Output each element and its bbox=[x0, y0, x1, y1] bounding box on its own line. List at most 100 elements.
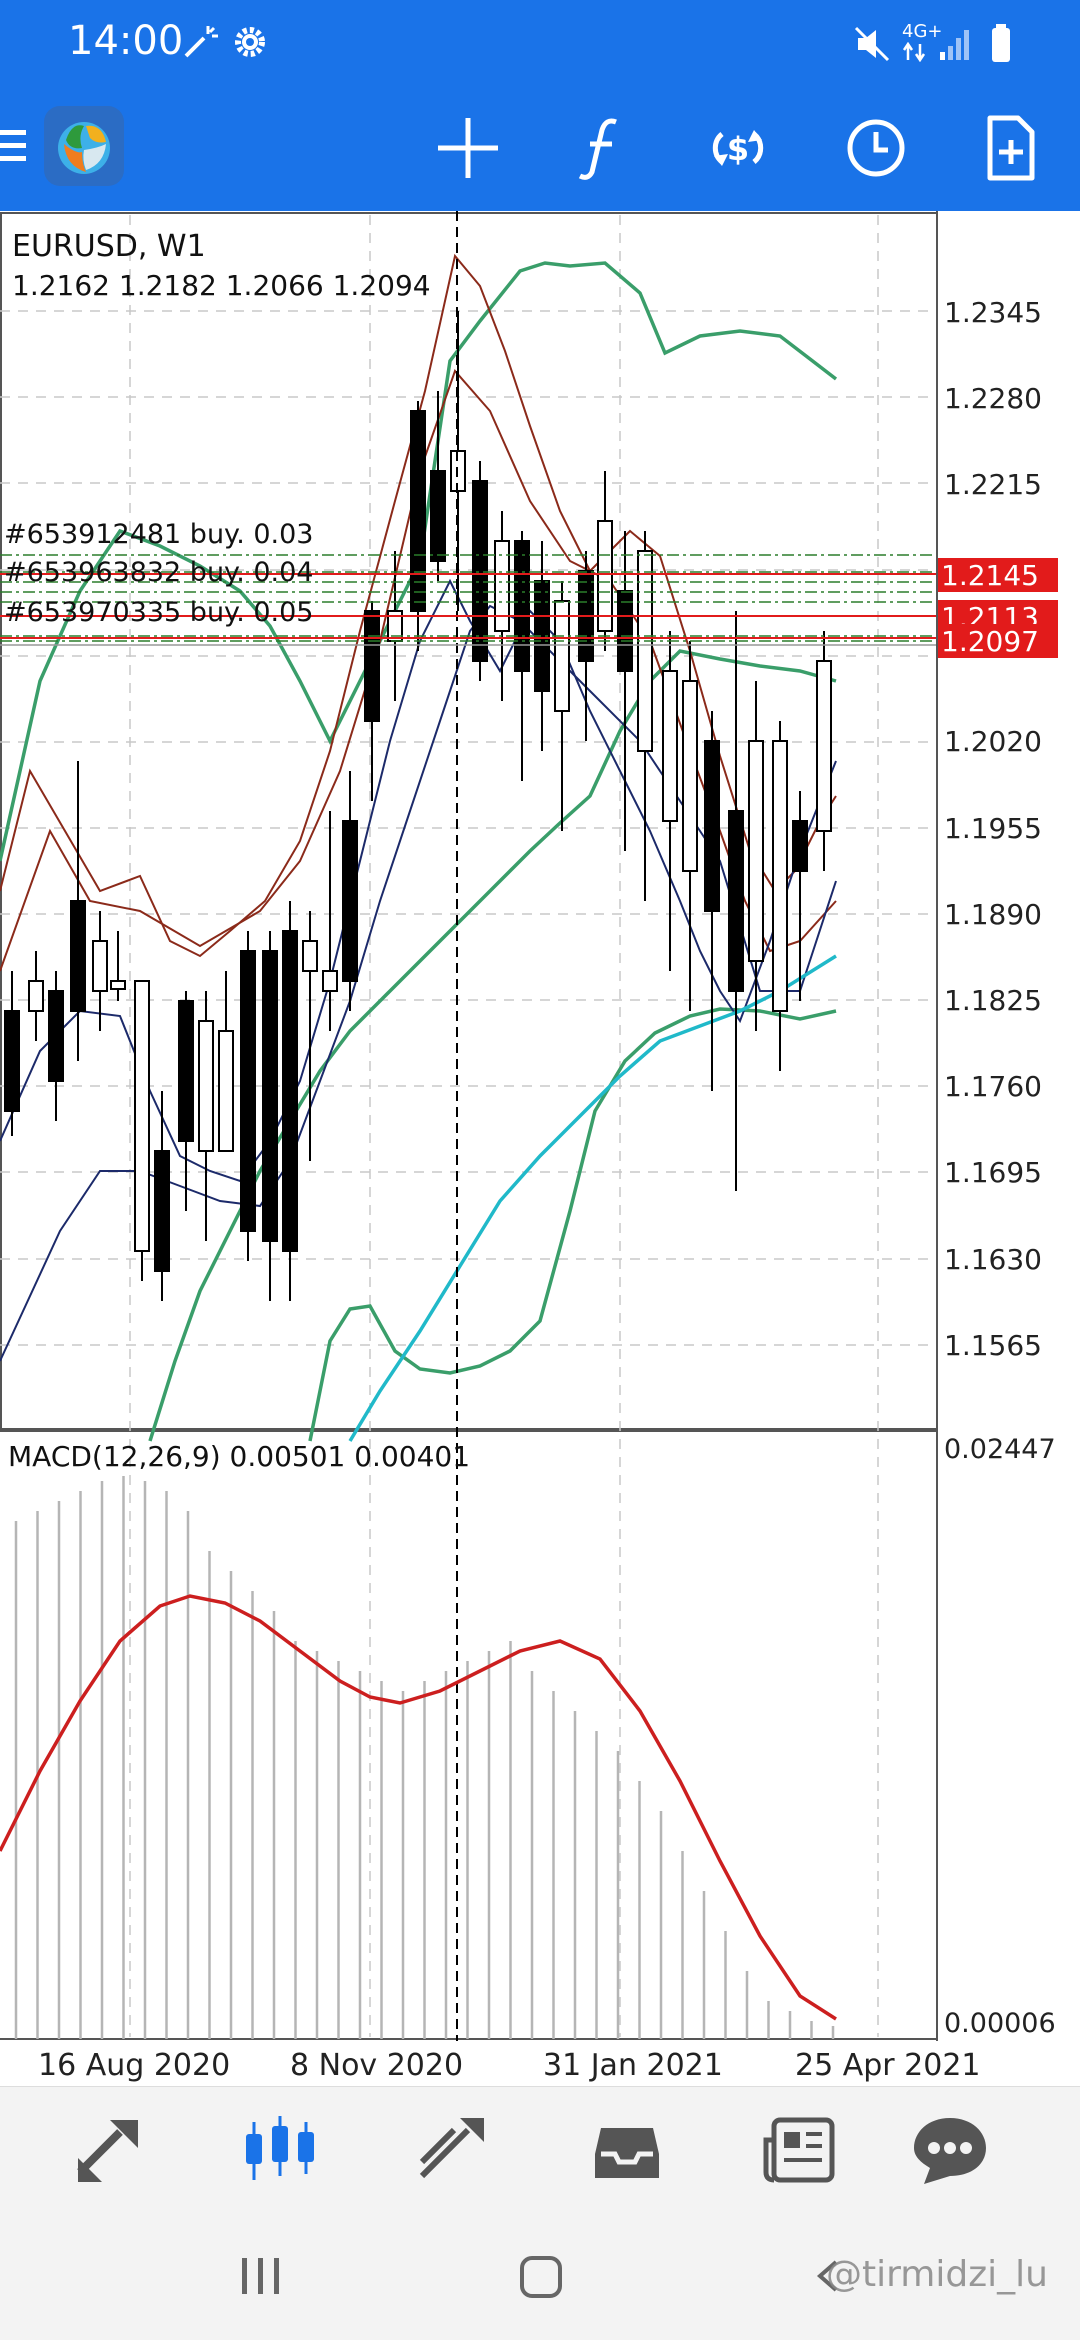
candle-body bbox=[514, 540, 530, 672]
magic-wand-icon bbox=[184, 26, 218, 58]
date-axis: 16 Aug 2020 8 Nov 2020 31 Jan 2021 25 Ap… bbox=[38, 2048, 981, 2083]
price-tags: 1.2145 1.2113 1.2097 bbox=[938, 558, 1058, 658]
candle-body bbox=[704, 740, 720, 912]
candle-body bbox=[637, 550, 653, 752]
macd-tick: 0.00006 bbox=[944, 2008, 1056, 2039]
candle-body bbox=[430, 470, 446, 562]
chart-area[interactable]: #653912481 buy. 0.03 #653963832 buy. 0.0… bbox=[0, 211, 1080, 2086]
candle-body bbox=[662, 670, 678, 822]
svg-text:$: $ bbox=[727, 130, 749, 168]
new-order-icon[interactable] bbox=[972, 110, 1048, 186]
candle-body bbox=[494, 540, 510, 632]
indicators-icon[interactable] bbox=[566, 110, 642, 186]
price-tick: 1.2215 bbox=[944, 468, 1042, 501]
candle-body bbox=[70, 900, 86, 1012]
moving-average-slow bbox=[0, 578, 837, 1362]
price-tick: 1.1955 bbox=[944, 812, 1042, 845]
macd-histogram bbox=[14, 1476, 835, 2039]
price-tick: 1.1825 bbox=[944, 984, 1042, 1017]
candle-body bbox=[748, 740, 764, 962]
candle-body bbox=[48, 990, 64, 1082]
data-arrows-icon bbox=[902, 42, 926, 62]
candle-body bbox=[597, 520, 613, 632]
history-icon[interactable] bbox=[587, 2110, 667, 2190]
watermark: @tirmidzi_lu bbox=[826, 2254, 1048, 2295]
date-label: 31 Jan 2021 bbox=[543, 2048, 723, 2083]
settings-gear-icon bbox=[235, 27, 265, 57]
candle-body bbox=[92, 940, 108, 992]
order-label[interactable]: #653963832 buy. 0.04 bbox=[4, 557, 313, 588]
cyan-moving-average bbox=[348, 954, 837, 1442]
candle-body bbox=[728, 810, 744, 992]
price-tick: 1.1695 bbox=[944, 1156, 1042, 1189]
chart-svg[interactable]: #653912481 buy. 0.03 #653963832 buy. 0.0… bbox=[0, 211, 1080, 2086]
price-tick: 1.1630 bbox=[944, 1243, 1042, 1276]
signal-icon bbox=[940, 30, 969, 60]
candle-body bbox=[110, 980, 126, 990]
app-toolbar bbox=[0, 86, 1080, 211]
candle-body bbox=[198, 1020, 214, 1152]
candle-body bbox=[682, 680, 698, 872]
candle-body bbox=[240, 950, 256, 1232]
candle-body bbox=[28, 980, 44, 1012]
quotes-icon[interactable] bbox=[70, 2110, 150, 2190]
symbols-icon[interactable]: $ bbox=[700, 110, 776, 186]
system-navigation-bar bbox=[0, 2210, 1080, 2340]
date-label: 16 Aug 2020 bbox=[38, 2048, 230, 2083]
candle-body bbox=[302, 940, 318, 972]
price-tick: 1.2345 bbox=[944, 296, 1042, 329]
candle-body bbox=[218, 1030, 234, 1152]
macd-label: MACD(12,26,9) 0.00501 0.00401 bbox=[8, 1440, 470, 1473]
order-label[interactable]: #653912481 buy. 0.03 bbox=[4, 519, 313, 550]
candle-body bbox=[154, 1150, 170, 1272]
candle-body bbox=[322, 970, 338, 992]
menu-icon[interactable] bbox=[0, 126, 30, 166]
candle-body bbox=[816, 660, 832, 832]
candle-body bbox=[342, 820, 358, 982]
price-tag: 1.2145 bbox=[941, 559, 1039, 592]
candlesticks bbox=[4, 311, 832, 1301]
price-tick: 1.1565 bbox=[944, 1329, 1042, 1362]
recent-apps-icon[interactable] bbox=[236, 2254, 286, 2298]
symbol-timeframe: EURUSD, W1 bbox=[12, 229, 206, 264]
candle-body bbox=[282, 930, 298, 1252]
candle-body bbox=[554, 600, 570, 712]
battery-icon bbox=[992, 24, 1010, 62]
chat-icon[interactable] bbox=[910, 2110, 990, 2190]
timeframe-icon[interactable] bbox=[838, 110, 914, 186]
price-tick: 1.2280 bbox=[944, 382, 1042, 415]
price-tick: 1.2020 bbox=[944, 725, 1042, 758]
news-icon[interactable] bbox=[760, 2110, 840, 2190]
status-bar: 14:00 4G+ bbox=[0, 0, 1080, 86]
macd-signal-line bbox=[0, 1594, 837, 2021]
candle-body bbox=[617, 590, 633, 672]
macd-tick: 0.02447 bbox=[944, 1434, 1056, 1465]
price-axis: 1.2345 1.2280 1.2215 1.2020 1.1955 1.189… bbox=[944, 296, 1042, 1362]
status-time: 14:00 bbox=[68, 18, 184, 64]
candle-body bbox=[178, 1000, 194, 1142]
back-icon[interactable] bbox=[808, 2256, 848, 2296]
crosshair-icon[interactable] bbox=[430, 110, 506, 186]
date-label: 8 Nov 2020 bbox=[290, 2048, 463, 2083]
trade-icon[interactable] bbox=[412, 2110, 492, 2190]
candle-body bbox=[364, 610, 380, 722]
candle-body bbox=[410, 410, 426, 612]
candle-body bbox=[134, 980, 150, 1252]
bottom-navigation bbox=[0, 2086, 1080, 2211]
candle-body bbox=[792, 820, 808, 872]
chart-icon[interactable] bbox=[240, 2110, 320, 2190]
price-tag: 1.2097 bbox=[941, 625, 1039, 658]
ohlc-values: 1.2162 1.2182 1.2066 1.2094 bbox=[12, 269, 431, 302]
metatrader-logo[interactable] bbox=[42, 104, 126, 188]
network-type: 4G+ bbox=[902, 21, 943, 42]
candle-body bbox=[472, 480, 488, 662]
home-icon[interactable] bbox=[518, 2254, 564, 2300]
order-lines bbox=[0, 554, 936, 646]
order-label[interactable]: #653970335 buy. 0.05 bbox=[4, 597, 313, 628]
price-tick: 1.1890 bbox=[944, 898, 1042, 931]
candle-body bbox=[262, 950, 278, 1242]
candle-body bbox=[772, 740, 788, 1012]
price-tick: 1.1760 bbox=[944, 1070, 1042, 1103]
candle-body bbox=[4, 1010, 20, 1112]
mute-icon bbox=[854, 26, 890, 62]
